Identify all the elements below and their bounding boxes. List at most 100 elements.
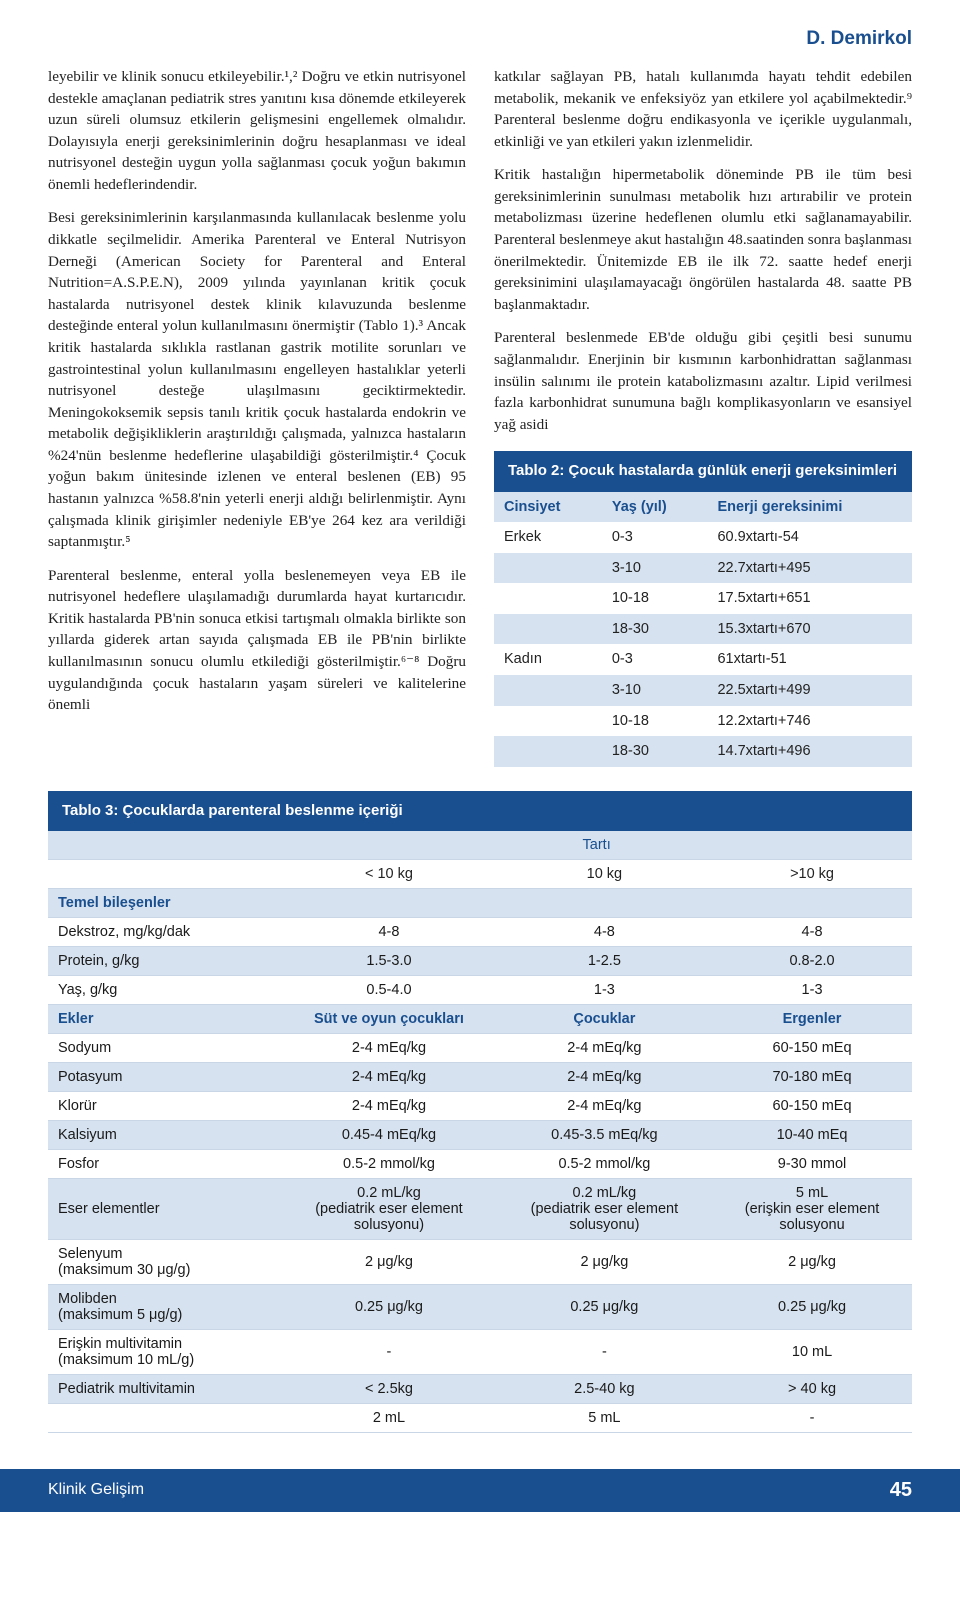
t3-cell: Temel bileşenler [48,888,281,917]
t2-cell: 0-3 [602,644,708,675]
t2-cell: 14.7xtartı+496 [707,736,912,767]
para: Besi gereksinimlerinin karşılanmasında k… [48,207,466,552]
t3-cell: 4-8 [712,917,912,946]
t3-cell: Sodyum [48,1033,281,1062]
t3-cell: Eser elementler [48,1178,281,1239]
t3-cell: 2 μg/kg [497,1239,712,1284]
t3-cell: 0.45-3.5 mEq/kg [497,1120,712,1149]
t3-cell: - [281,1329,496,1374]
t3-cell: < 10 kg [281,859,496,888]
t3-cell: 0.2 mL/kg (pediatrik eser element solusy… [281,1178,496,1239]
t3-cell: Ergenler [712,1004,912,1033]
table2-title: Tablo 2: Çocuk hastalarda günlük enerji … [494,451,912,491]
t3-cell: 0.5-2 mmol/kg [497,1149,712,1178]
t3-cell: 2 mL [281,1403,496,1432]
t3-cell: Çocuklar [497,1004,712,1033]
t3-cell: 4-8 [281,917,496,946]
t3-cell [497,888,712,917]
t3-cell: 10 mL [712,1329,912,1374]
t3-cell [281,888,496,917]
t2-h1: Yaş (yıl) [602,492,708,523]
t2-cell: 3-10 [602,675,708,706]
t3-cell: 2-4 mEq/kg [281,1033,496,1062]
page-number: 45 [890,1479,912,1502]
t3-cell: 0.5-4.0 [281,975,496,1004]
t2-cell: Erkek [494,522,602,553]
t3-cell: 4-8 [497,917,712,946]
t3-cell: >10 kg [712,859,912,888]
journal-name: Klinik Gelişim [48,1481,144,1499]
t2-h2: Enerji gereksinimi [707,492,912,523]
t3-cell: 5 mL (erişkin eser element solusyonu [712,1178,912,1239]
t3-cell: Kalsiyum [48,1120,281,1149]
t3-cell: Potasyum [48,1062,281,1091]
table3-title: Tablo 3: Çocuklarda parenteral beslenme … [48,791,912,831]
t2-cell: 10-18 [602,583,708,614]
para: katkılar sağlayan PB, hatalı kullanımda … [494,66,912,152]
t3-cell: < 2.5kg [281,1374,496,1403]
t3-cell [712,888,912,917]
para: Parenteral beslenmede EB'de olduğu gibi … [494,327,912,435]
table2-box: Tablo 2: Çocuk hastalarda günlük enerji … [494,451,912,766]
t3-cell: 1-3 [497,975,712,1004]
t2-cell: 22.7xtartı+495 [707,553,912,584]
t3-cell: Erişkin multivitamin (maksimum 10 mL/g) [48,1329,281,1374]
t2-cell: 0-3 [602,522,708,553]
t3-cell: 9-30 mmol [712,1149,912,1178]
t2-cell: 22.5xtartı+499 [707,675,912,706]
table2: Cinsiyet Yaş (yıl) Enerji gereksinimi Er… [494,492,912,767]
t3-cell: 10-40 mEq [712,1120,912,1149]
t2-cell: 10-18 [602,706,708,737]
t2-cell: 3-10 [602,553,708,584]
t3-cell: 2 μg/kg [712,1239,912,1284]
t2-cell: 18-30 [602,736,708,767]
t3-cell: 60-150 mEq [712,1091,912,1120]
t3-cell: Molibden (maksimum 5 μg/g) [48,1284,281,1329]
t2-cell [494,614,602,645]
t3-cell: 10 kg [497,859,712,888]
t2-cell: 60.9xtartı-54 [707,522,912,553]
t3-cell: Protein, g/kg [48,946,281,975]
t3-cell: - [712,1403,912,1432]
t3-cell: Selenyum (maksimum 30 μg/g) [48,1239,281,1284]
t2-cell [494,736,602,767]
t3-cell: Ekler [48,1004,281,1033]
table3: Tartı< 10 kg10 kg>10 kgTemel bileşenlerD… [48,831,912,1433]
t3-cell: 1-2.5 [497,946,712,975]
para: Parenteral beslenme, enteral yolla besle… [48,565,466,716]
t3-cell: 0.8-2.0 [712,946,912,975]
t3-cell: Süt ve oyun çocukları [281,1004,496,1033]
t3-cell: 2-4 mEq/kg [281,1091,496,1120]
t3-cell: 5 mL [497,1403,712,1432]
t3-cell: Dekstroz, mg/kg/dak [48,917,281,946]
t3-cell: 70-180 mEq [712,1062,912,1091]
t3-cell: Klorür [48,1091,281,1120]
t3-cell [48,1403,281,1432]
t2-cell: Kadın [494,644,602,675]
t3-cell: 0.45-4 mEq/kg [281,1120,496,1149]
t3-cell: 2-4 mEq/kg [497,1062,712,1091]
t2-cell [494,583,602,614]
t3-cell [48,859,281,888]
t3-cell: 2.5-40 kg [497,1374,712,1403]
right-column: katkılar sağlayan PB, hatalı kullanımda … [494,66,912,767]
t3-cell: 2-4 mEq/kg [497,1091,712,1120]
t2-cell [494,675,602,706]
t2-cell: 15.3xtartı+670 [707,614,912,645]
t2-cell: 18-30 [602,614,708,645]
t3-cell: - [497,1329,712,1374]
t3-cell: > 40 kg [712,1374,912,1403]
t2-h0: Cinsiyet [494,492,602,523]
t3-cell: Pediatrik multivitamin [48,1374,281,1403]
para: leyebilir ve klinik sonucu etkileyebilir… [48,66,466,195]
t2-cell [494,553,602,584]
t2-cell [494,706,602,737]
t3-cell: 0.2 mL/kg (pediatrik eser element solusy… [497,1178,712,1239]
t3-cell: Fosfor [48,1149,281,1178]
table3-box: Tablo 3: Çocuklarda parenteral beslenme … [48,791,912,1433]
t3-cell: 0.5-2 mmol/kg [281,1149,496,1178]
t3-cell: 0.25 μg/kg [497,1284,712,1329]
t3-cell: 1.5-3.0 [281,946,496,975]
t3-cell: 60-150 mEq [712,1033,912,1062]
t3-cell: 0.25 μg/kg [712,1284,912,1329]
